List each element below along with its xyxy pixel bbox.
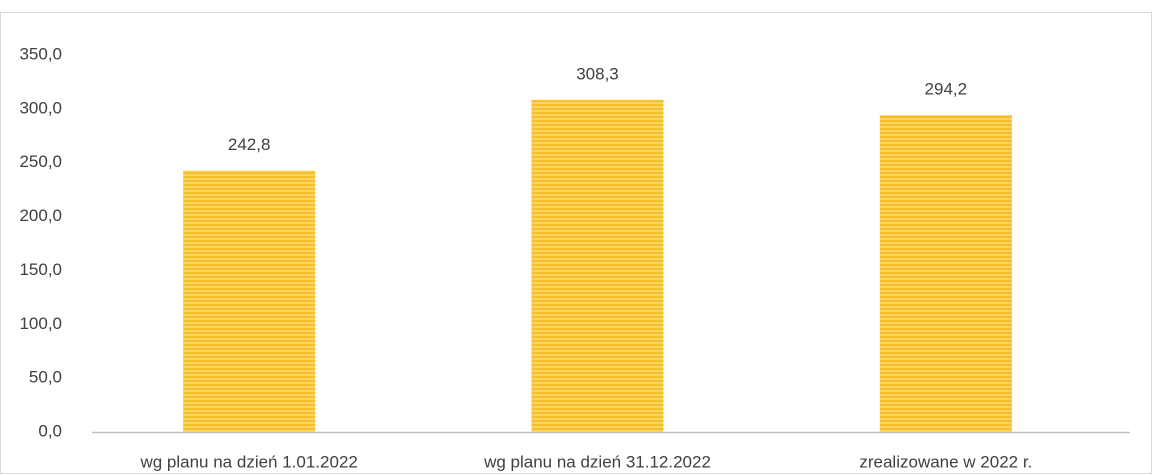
data-label: 242,8 [228, 135, 271, 154]
bar [879, 115, 1012, 433]
y-tick-label: 350,0 [19, 44, 62, 63]
data-label: 294,2 [925, 80, 968, 99]
y-tick-label: 50,0 [29, 368, 62, 387]
x-tick-label: wg planu na dzień 1.01.2022 [139, 452, 357, 471]
bar [183, 170, 316, 432]
x-tick-label: wg planu na dzień 31.12.2022 [483, 452, 711, 471]
x-tick-label: zrealizowane w 2022 r. [859, 452, 1032, 471]
y-tick-label: 0,0 [38, 421, 62, 440]
y-tick-label: 200,0 [19, 206, 62, 225]
y-tick-label: 250,0 [19, 152, 62, 171]
chart-border [0, 12, 1152, 474]
data-label: 308,3 [576, 64, 619, 83]
y-tick-label: 150,0 [19, 260, 62, 279]
y-tick-label: 300,0 [19, 98, 62, 117]
y-tick-label: 100,0 [19, 314, 62, 333]
bar [531, 99, 664, 432]
